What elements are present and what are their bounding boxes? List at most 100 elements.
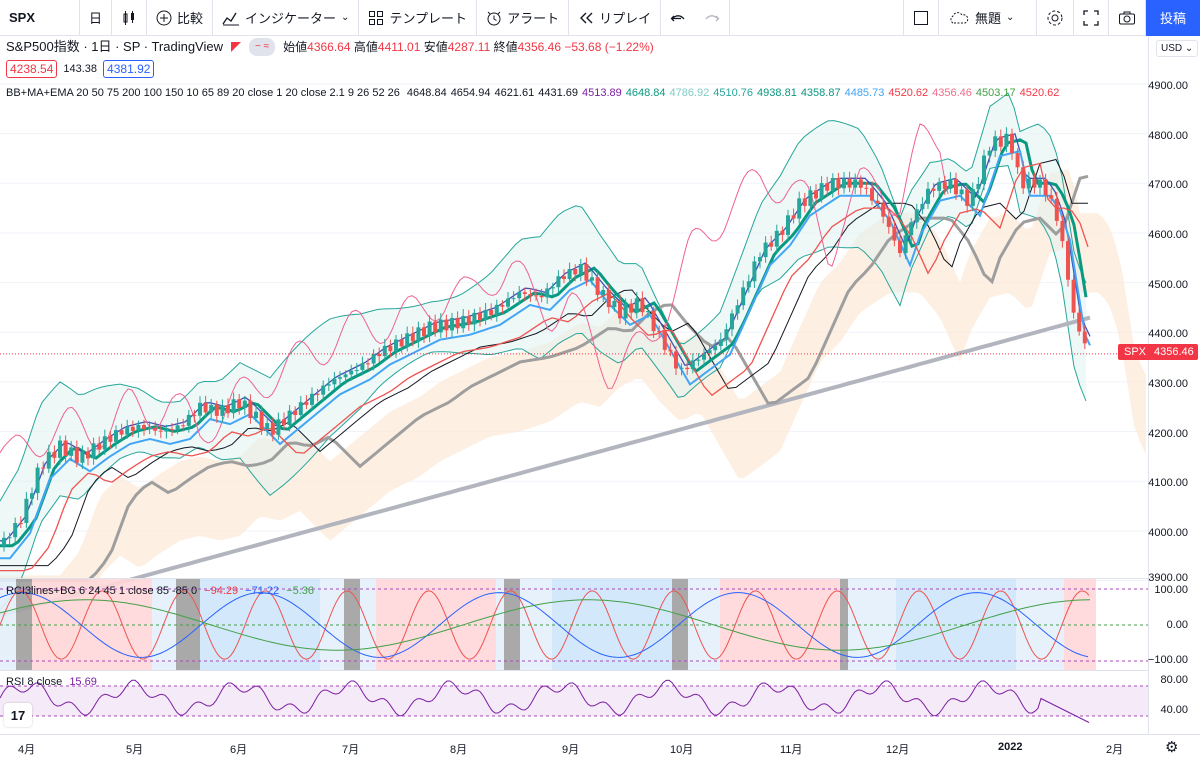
candle-body <box>1066 241 1070 280</box>
candle-body <box>578 264 583 275</box>
rci-pane[interactable] <box>0 579 1148 670</box>
candle-body <box>1060 220 1065 242</box>
candle-body <box>690 360 695 370</box>
settings-button[interactable] <box>1037 0 1074 36</box>
indicator-value: 4520.62 <box>1019 87 1060 99</box>
candle-body <box>130 426 135 431</box>
candle-body <box>511 298 516 300</box>
replay-button[interactable]: リプレイ <box>569 0 662 36</box>
rci-background <box>576 579 584 670</box>
indicator-value: 4358.87 <box>800 87 841 99</box>
candle-body <box>276 419 281 435</box>
time-axis[interactable]: 4月 5月 6月 7月 8月 9月 10月 11月 12月 2022 2月 ⚙ <box>0 734 1200 759</box>
fullscreen-button[interactable] <box>1074 0 1109 36</box>
candle-body <box>1026 178 1031 189</box>
candle-body <box>382 345 387 357</box>
symbol-search[interactable]: SPX <box>0 0 80 36</box>
indicators-button[interactable]: インジケーター ⌄ <box>213 0 360 36</box>
candle-body <box>270 423 275 435</box>
rci-mid-line <box>0 592 1089 658</box>
snapshot-button[interactable] <box>1109 0 1146 36</box>
rci-background <box>984 579 992 670</box>
price-label: 4200.00 <box>1148 428 1188 440</box>
layout-name: 無題 <box>974 11 1001 26</box>
indicators-label: インジケーター <box>245 11 337 26</box>
time-label: 11月 <box>780 744 803 756</box>
current-price: 4356.46 <box>1154 346 1194 358</box>
candle-body <box>136 424 141 431</box>
rci-background <box>864 579 872 670</box>
candle-body <box>433 321 438 333</box>
compare-button[interactable]: 比較 <box>147 0 214 36</box>
templates-button[interactable]: テンプレート <box>359 0 478 36</box>
candle-body <box>970 189 975 206</box>
rsi-pane[interactable] <box>0 679 1148 723</box>
ask-price[interactable]: 4381.92 <box>103 60 155 78</box>
candle-body <box>567 268 572 280</box>
rsi-legend[interactable]: RSI 8 close 15.69 <box>6 676 101 688</box>
rci-background <box>0 579 8 670</box>
candle-body <box>780 230 785 235</box>
candle-body <box>7 537 12 539</box>
interval-button[interactable]: 日 <box>80 0 113 36</box>
ema-20-line <box>0 138 1088 548</box>
candle-body <box>259 411 264 430</box>
cloud-icon <box>950 11 969 23</box>
time-label: 12月 <box>886 744 910 756</box>
low-label: 安値 <box>423 40 448 54</box>
ohlc-row: S&P500指数 · 1日 · SP · TradingView − ≈ 始値4… <box>6 38 1067 56</box>
open-label: 始値 <box>283 40 308 54</box>
candle-body <box>13 523 18 538</box>
main-legend: S&P500指数 · 1日 · SP · TradingView − ≈ 始値 4… <box>6 38 1067 102</box>
rci-background <box>744 579 752 670</box>
rci-background <box>72 579 80 670</box>
rci-value-2: −71.22 <box>245 585 280 597</box>
layout-name-button[interactable]: 無題 ⌄ <box>939 0 1037 36</box>
candle-body <box>993 136 998 151</box>
pane-separator[interactable] <box>0 670 1148 671</box>
indicator-value: 4513.89 <box>581 87 622 99</box>
compare-label: 比較 <box>177 11 204 26</box>
main-pane[interactable] <box>0 83 1148 655</box>
symbol-title[interactable]: S&P500指数 · 1日 · SP · TradingView <box>6 39 224 54</box>
candle-body <box>741 287 746 306</box>
publish-button[interactable]: 投稿 <box>1145 0 1200 36</box>
undo-button[interactable] <box>661 0 695 36</box>
candle-body <box>164 429 169 432</box>
candle-body <box>752 261 757 282</box>
rci-legend[interactable]: RCI3lines+BG 6 24 45 1 close 85 -85 0 −9… <box>6 585 318 597</box>
time-label: 9月 <box>562 744 580 756</box>
currency-selector[interactable]: USD ⌄ <box>1156 40 1199 57</box>
candle-body <box>696 359 701 361</box>
candle-body <box>982 155 986 184</box>
candle-body <box>584 264 589 281</box>
candle-body <box>1043 179 1048 196</box>
top-toolbar: SPX 日 比較 インジケーター ⌄ テンプレート アラート リプレイ <box>0 0 1200 36</box>
chart-style-button[interactable] <box>112 0 148 36</box>
bid-price[interactable]: 4238.54 <box>6 60 58 78</box>
candle-body <box>819 183 824 199</box>
candle-body <box>326 384 331 386</box>
indicator-name: BB+MA+EMA 20 50 75 200 100 150 10 65 89 … <box>6 87 400 99</box>
candle-body <box>562 276 566 280</box>
rci-scale-label: −100.00 <box>1147 654 1188 666</box>
pane-separator[interactable] <box>0 578 1148 579</box>
candle-body <box>349 370 354 375</box>
fullscreen-layout-button[interactable] <box>902 0 939 36</box>
price-chart[interactable] <box>0 36 1148 734</box>
candle-body <box>797 198 802 219</box>
candle-body <box>763 242 768 258</box>
candle-body <box>842 178 846 189</box>
candle-body <box>685 367 690 370</box>
tradingview-logo[interactable]: 17 <box>4 703 32 727</box>
redo-button[interactable] <box>695 0 731 36</box>
ma-200-line <box>0 315 1091 618</box>
indicator-legend[interactable]: BB+MA+EMA 20 50 75 200 100 150 10 65 89 … <box>6 84 1067 102</box>
visibility-toggle[interactable]: − ≈ <box>249 38 276 56</box>
candle-body <box>875 200 880 204</box>
price-scale[interactable]: 4900.00 4800.00 4700.00 4600.00 4500.00 … <box>1148 36 1200 734</box>
candle-body <box>108 436 113 442</box>
alert-button[interactable]: アラート <box>477 0 570 36</box>
candle-body <box>534 295 538 297</box>
settings-icon[interactable]: ⚙ <box>1165 739 1179 756</box>
